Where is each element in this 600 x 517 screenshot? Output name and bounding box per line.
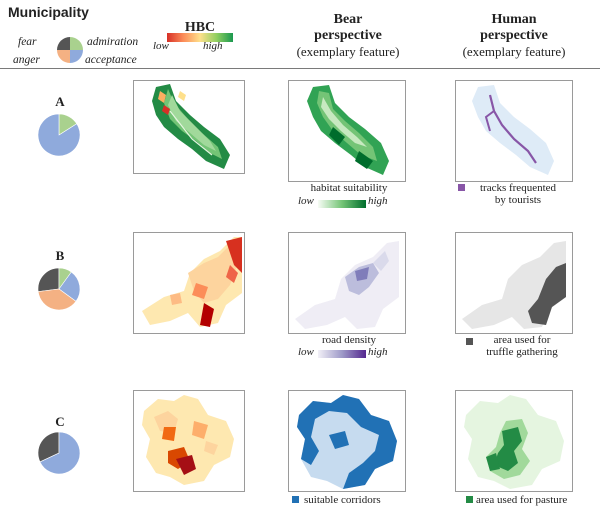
row-a-human-swatch [458, 184, 465, 191]
row-b-hbc-map [133, 232, 245, 334]
emotion-label-anger: anger [13, 54, 40, 66]
row-a-emotion-pie [36, 112, 82, 163]
row-a-bear-scale [318, 200, 366, 208]
human-subtitle: perspective [480, 28, 548, 43]
pie-b-slice-acceptance [58, 271, 81, 302]
row-b-bear-low-label: low [298, 346, 314, 358]
row-label-b: B [55, 248, 65, 263]
hbc-title: HBC [184, 20, 216, 35]
row-b-human-legend-line1: area used for [493, 334, 551, 346]
hbc-color-scale [167, 33, 233, 42]
row-a-human-map [455, 80, 573, 182]
pie-b-slice-anger [37, 288, 77, 311]
pie-chart-c [37, 431, 81, 475]
row-b-human-legend: area used for truffle gathering [474, 334, 570, 358]
bear-title: Bear [333, 12, 363, 27]
pie-c-slice-fear [37, 431, 60, 463]
human-subtitle-2: (exemplary feature) [462, 44, 566, 59]
row-c-bear-legend: suitable corridors [304, 494, 381, 506]
pie-b-slice-fear [37, 267, 60, 292]
header-separator [0, 68, 600, 69]
bear-subtitle-2: (exemplary feature) [296, 44, 400, 59]
row-b-human-map [455, 232, 573, 334]
pie-c-slice-acceptance [39, 431, 81, 475]
row-b-bear-scale [318, 350, 366, 358]
row-b-bear-high-label: high [368, 346, 388, 358]
row-b-human-swatch [466, 338, 473, 345]
row-a-human-legend-line1: tracks frequented [479, 182, 557, 194]
row-a-bear-map [288, 80, 406, 182]
row-b-emotion-pie [36, 266, 82, 317]
row-a-human-legend: tracks frequented by tourists [468, 182, 568, 206]
row-c-emotion-pie [36, 430, 82, 481]
row-a-bear-low-label: low [298, 195, 314, 207]
bear-subtitle: perspective [314, 28, 382, 43]
row-label-c: C [55, 414, 65, 429]
municipality-title: Municipality [8, 4, 89, 20]
hbc-high-label: high [203, 40, 223, 52]
human-perspective-header: Human perspective (exemplary feature) [444, 12, 584, 60]
emotion-label-admiration: admiration [87, 36, 139, 48]
row-c-bear-map [288, 390, 406, 492]
human-title: Human [491, 12, 537, 27]
row-c-bear-swatch [292, 496, 299, 503]
pie-chart-a [37, 113, 81, 157]
row-c-human-legend: area used for pasture [476, 494, 568, 506]
emotion-label-fear: fear [18, 36, 37, 48]
row-a-bear-high-label: high [368, 195, 388, 207]
row-c-human-swatch [466, 496, 473, 503]
row-label-a: A [55, 94, 65, 109]
bear-perspective-header: Bear perspective (exemplary feature) [278, 12, 418, 60]
row-b-bear-legend: road density [321, 334, 377, 346]
row-b-human-legend-line2: truffle gathering [486, 346, 558, 358]
row-a-bear-legend: habitat suitability [310, 182, 388, 194]
row-b-bear-map [288, 232, 406, 334]
pie-chart-b [37, 267, 81, 311]
emotion-label-acceptance: acceptance [85, 54, 137, 66]
row-a-human-legend-line2: by tourists [494, 194, 542, 206]
emotion-legend-pie [56, 36, 84, 64]
row-c-human-map [455, 390, 573, 492]
pie-a-slice-acceptance [37, 113, 81, 157]
row-c-hbc-map [133, 390, 245, 492]
row-a-hbc-map [133, 80, 245, 174]
hbc-low-label: low [153, 40, 169, 52]
